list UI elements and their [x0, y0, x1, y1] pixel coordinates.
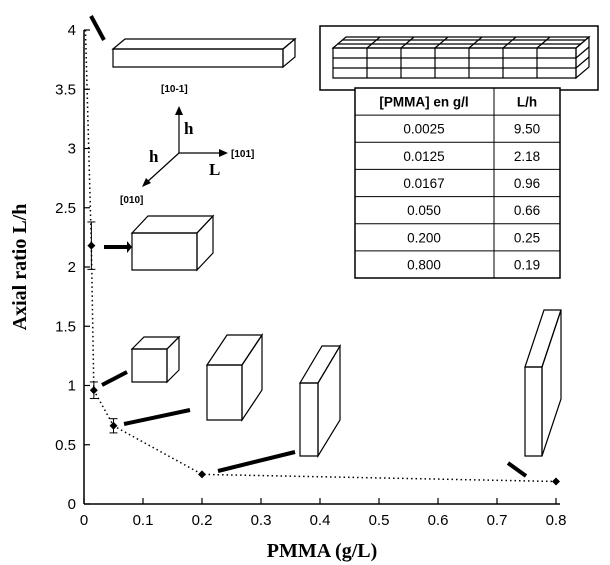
x-tick-label: 0.6 — [428, 512, 449, 529]
x-tick-label: 0.1 — [133, 512, 154, 529]
table-cell: 0.0125 — [403, 149, 444, 164]
x-axis-title: PMMA (g/L) — [267, 540, 378, 562]
data-point — [552, 477, 560, 486]
table-cell: 0.800 — [407, 257, 441, 272]
crystal-box-tall — [123, 333, 264, 426]
table-cell: 9.50 — [514, 122, 540, 137]
table-cell: 0.0025 — [403, 122, 444, 137]
crystal-cube-small — [101, 335, 181, 387]
dir-up-label: [10-1] — [161, 84, 188, 95]
dim-right-label: L — [209, 160, 220, 179]
y-tick-label: 1 — [68, 378, 76, 395]
table-cell: 0.25 — [514, 230, 540, 245]
y-tick-label: 1.5 — [55, 318, 76, 335]
table-cell: 0.96 — [514, 176, 540, 191]
table-header-cell: [PMMA] en g/l — [379, 95, 468, 110]
table-cell: 2.18 — [514, 149, 540, 164]
x-ticks: 0 0.1 0.2 0.3 0.4 0.5 0.6 0.7 0.8 — [80, 498, 567, 529]
y-tick-label: 0 — [68, 496, 76, 513]
dir-right-label: [101] — [231, 149, 254, 160]
crystal-rod — [89, 15, 297, 69]
table-header-cell: L/h — [517, 95, 537, 110]
dir-down-label: [010] — [120, 195, 143, 206]
data-points — [87, 221, 560, 486]
y-tick-label: 3.5 — [55, 81, 76, 98]
data-point — [109, 421, 118, 430]
table-cell: 0.19 — [514, 257, 540, 272]
data-point — [89, 386, 98, 395]
crystal-stack — [319, 25, 599, 91]
y-tick-label: 0.5 — [55, 437, 76, 454]
y-axis-title: Axial ratio L/h — [9, 204, 31, 331]
table-cell: 0.0167 — [403, 176, 444, 191]
y-tick-label: 2 — [68, 259, 76, 276]
data-point — [87, 241, 96, 250]
y-ticks: 0 0.5 1 1.5 2 2.5 3 3.5 4 — [55, 22, 90, 513]
y-tick-label: 4 — [68, 22, 76, 39]
crystal-box-medium — [104, 214, 215, 272]
x-tick-label: 0.3 — [251, 512, 272, 529]
table-cell: 0.050 — [407, 203, 441, 218]
y-tick-label: 2.5 — [55, 200, 76, 217]
x-tick-label: 0.5 — [369, 512, 390, 529]
crystal-plate-thin — [217, 343, 342, 473]
dim-up-label: h — [184, 119, 194, 138]
data-table: [PMMA] en g/l L/h 0.0025 9.50 0.0125 2.18 0.01… — [354, 87, 561, 279]
data-point — [198, 470, 206, 479]
table-cell: 0.66 — [514, 203, 540, 218]
x-tick-label: 0.4 — [310, 512, 331, 529]
dim-left-label: h — [149, 147, 159, 166]
x-tick-label: 0.8 — [546, 512, 567, 529]
crystal-plate-verythin — [506, 309, 562, 478]
x-tick-label: 0.7 — [487, 512, 508, 529]
x-tick-label: 0.2 — [192, 512, 213, 529]
x-tick-label: 0 — [80, 512, 88, 529]
crystal-axes-diagram: [10-1] [101] [010] h h L — [120, 84, 254, 206]
crystal-drawings — [89, 15, 599, 478]
table-cell: 0.200 — [407, 230, 441, 245]
y-tick-label: 3 — [68, 141, 76, 158]
